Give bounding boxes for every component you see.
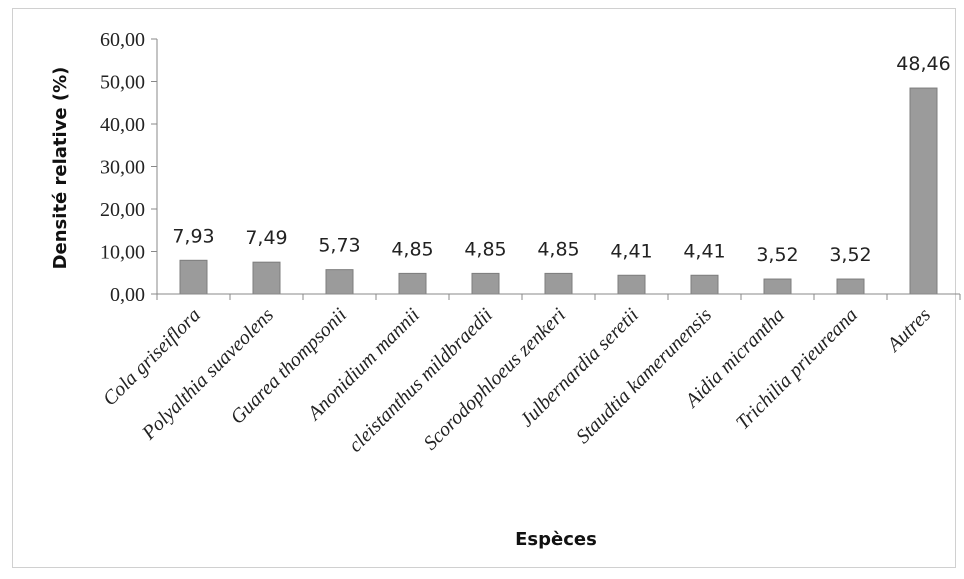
data-labels: 7,93 7,49 5,73 4,85 4,85 4,85 4,41 4,41 3,52 3,52… <box>172 53 950 266</box>
y-tick-label: 30,00 <box>100 157 145 179</box>
data-label: 3,52 <box>756 244 798 266</box>
data-label: 4,85 <box>464 238 506 260</box>
y-tick-label: 20,00 <box>100 199 145 221</box>
data-label: 7,49 <box>245 227 287 249</box>
data-label: 4,85 <box>391 238 433 260</box>
y-axis-title: Densité relative (%) <box>50 67 71 270</box>
bar <box>179 259 208 295</box>
data-label: 4,85 <box>537 238 579 260</box>
x-tick-label: Autres <box>882 304 936 358</box>
data-label: 48,46 <box>896 53 950 75</box>
x-tick-label: cleistanthus mildbraedii <box>344 304 497 457</box>
bar <box>617 274 646 295</box>
bar <box>398 272 427 295</box>
x-tick-label: Polyalthia suaveolens <box>137 304 278 445</box>
x-tick-label: Trichilia prieureana <box>732 304 862 434</box>
bar <box>325 269 354 295</box>
y-tick-label: 0,00 <box>110 284 145 306</box>
bar <box>544 272 573 295</box>
y-tick-label: 50,00 <box>100 72 145 94</box>
data-label: 7,93 <box>172 225 214 247</box>
bar <box>836 278 865 295</box>
data-label: 5,73 <box>318 235 360 257</box>
bar <box>909 87 938 295</box>
y-tick-label: 10,00 <box>100 242 145 264</box>
bars <box>179 87 938 295</box>
x-axis-title: Espèces <box>515 529 597 550</box>
bar <box>471 272 500 295</box>
y-axis-ticks: 0,00 10,00 20,00 30,00 40,00 50,00 60,00 <box>100 29 961 306</box>
x-tick-label: Staudtia kamerunensis <box>572 304 716 448</box>
data-label: 4,41 <box>683 240 725 262</box>
bar <box>763 278 792 295</box>
data-label: 4,41 <box>610 240 652 262</box>
data-label: 3,52 <box>829 244 871 266</box>
x-tick-label: Scorodophloeus zenkeri <box>419 304 570 455</box>
bar <box>252 261 281 295</box>
bar <box>690 274 719 295</box>
y-tick-label: 40,00 <box>100 114 145 136</box>
y-tick-label: 60,00 <box>100 29 145 51</box>
